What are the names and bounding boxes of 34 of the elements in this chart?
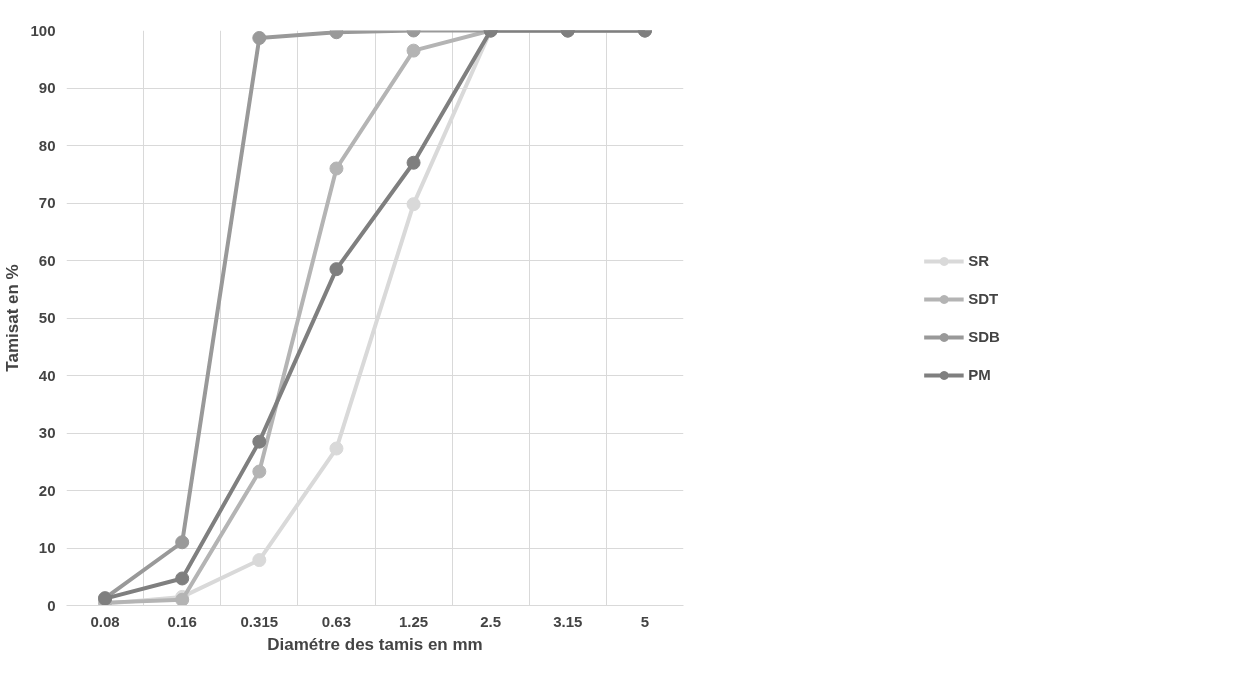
point	[252, 434, 267, 449]
y-tick-label: 70	[38, 194, 56, 211]
x-tick-label: 2.5	[480, 612, 502, 630]
x-tick-label: 1.25	[398, 612, 429, 630]
point	[252, 553, 267, 568]
point	[252, 464, 267, 479]
x-tick-label: 0.08	[90, 612, 120, 630]
legend-label: PM	[968, 366, 991, 383]
legend-label: SR	[968, 252, 990, 269]
x-axis-title: Diamétre des tamis en mm	[267, 634, 483, 654]
point	[329, 441, 344, 456]
point	[329, 161, 344, 176]
y-tick-label: 90	[38, 79, 56, 96]
point	[175, 535, 190, 550]
x-tick-label: 0.63	[321, 612, 352, 630]
y-tick-label: 60	[38, 251, 56, 269]
y-tick-label: 20	[38, 481, 56, 499]
y-tick-label: 10	[38, 539, 56, 556]
point	[175, 571, 190, 586]
legend-label: SDT	[968, 290, 999, 307]
y-tick-label: 30	[38, 424, 56, 441]
point	[406, 197, 421, 212]
x-tick-label: 0.16	[167, 612, 197, 630]
y-tick-label: 50	[38, 309, 56, 326]
y-axis-title: Tamisat en %	[3, 264, 23, 372]
y-tick-label: 80	[38, 136, 56, 154]
legend-label: SDB	[968, 328, 1000, 345]
y-tick-label: 100	[30, 21, 56, 39]
y-tick-label: 0	[47, 596, 56, 614]
x-tick-label: 0.315	[240, 612, 279, 630]
y-tick-label: 40	[38, 366, 56, 384]
x-tick-label: 3.15	[553, 612, 583, 630]
x-tick-label: 5	[640, 612, 650, 630]
point	[329, 262, 344, 277]
